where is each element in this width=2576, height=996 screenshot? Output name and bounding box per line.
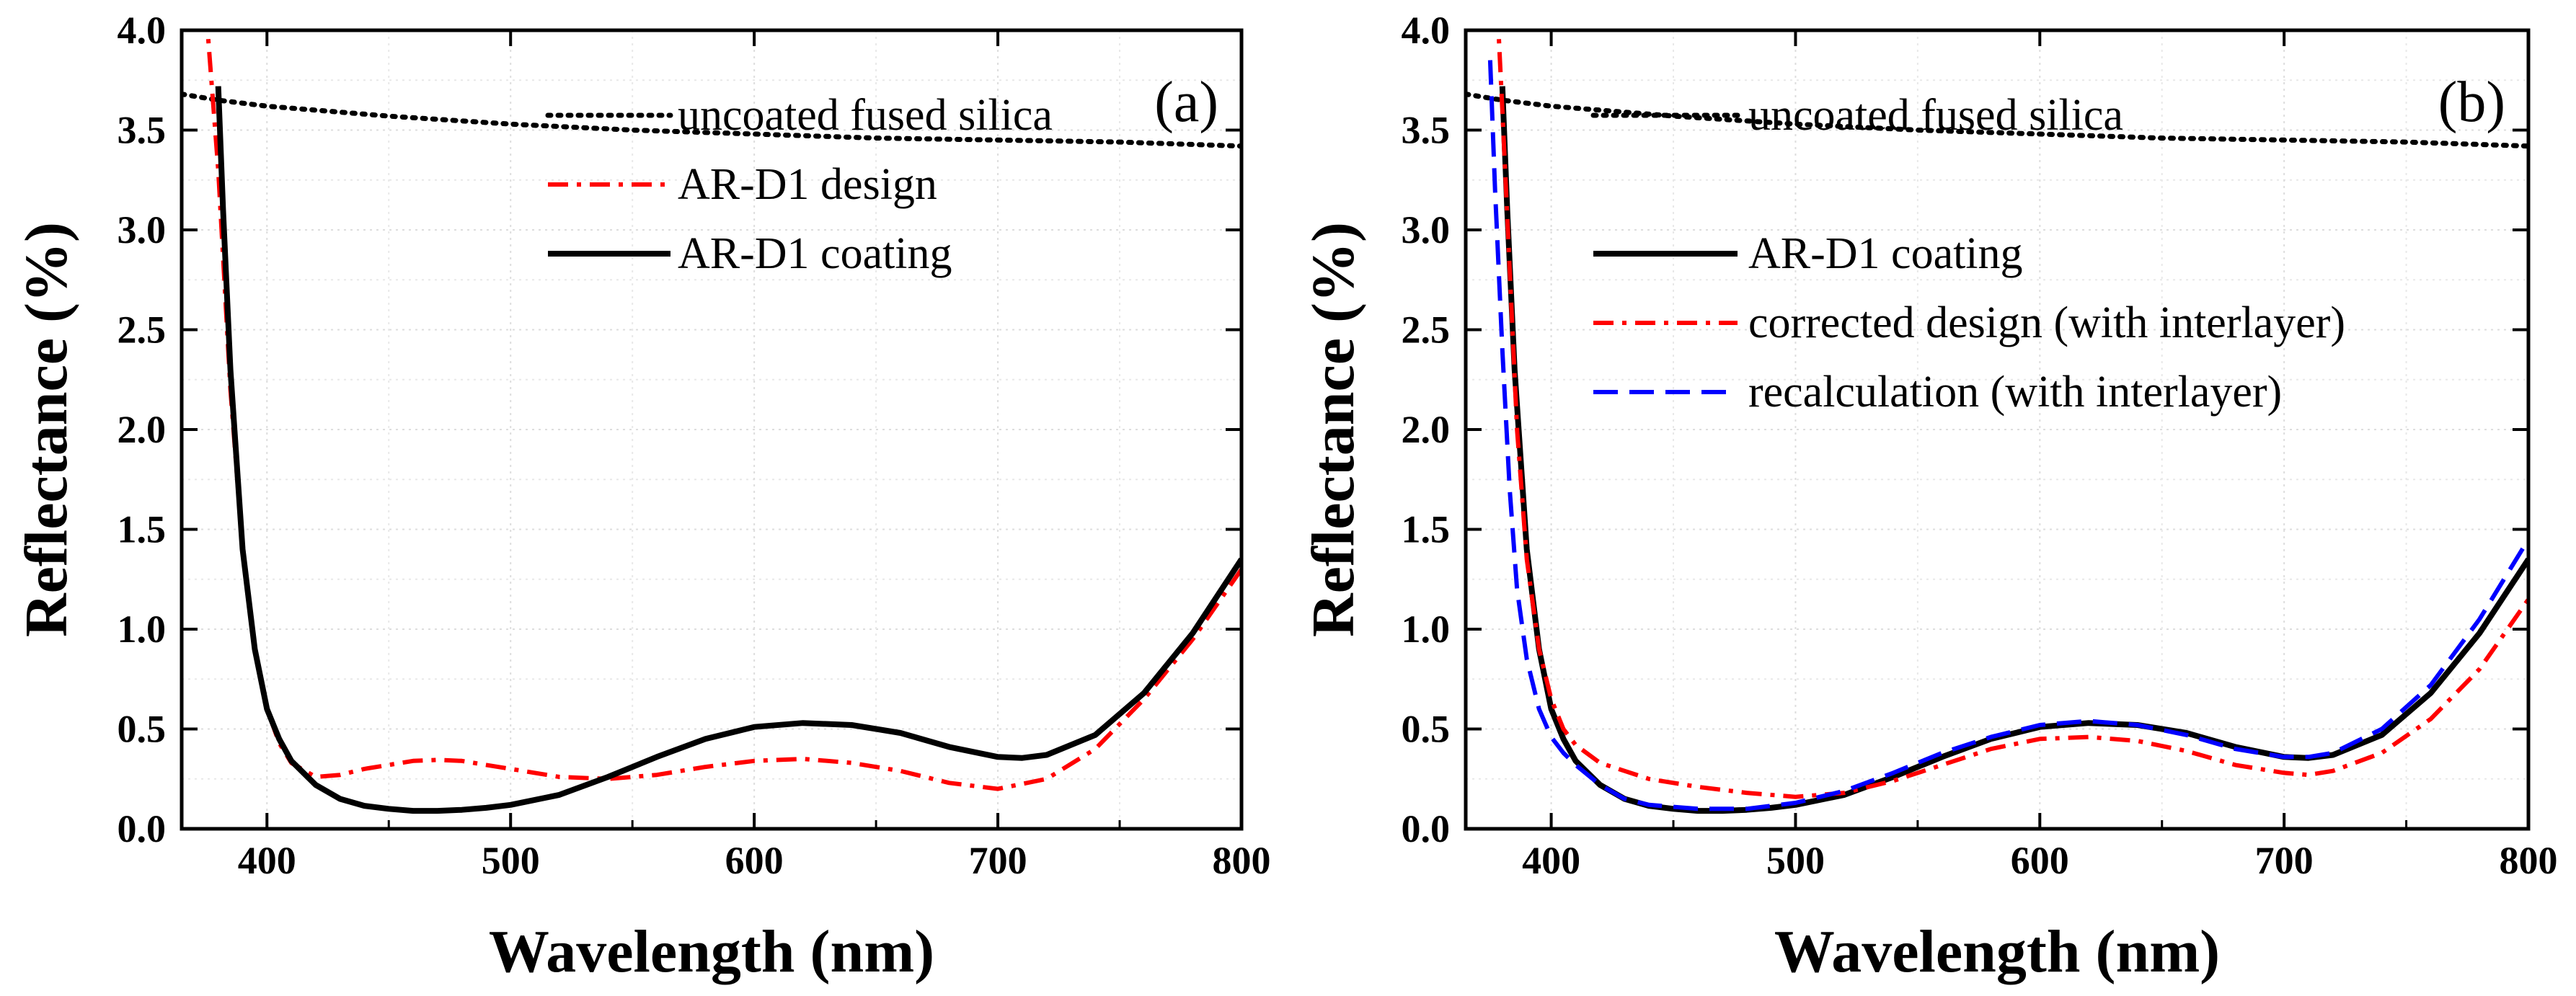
panel-b-grid	[1466, 30, 2529, 830]
panel-a-series-uncoated-fused-silica	[182, 92, 1241, 149]
panel-b-y-axis-title: Reflectance (%)	[1300, 222, 1367, 637]
panel-a-grid	[182, 30, 1242, 830]
panel-b-series	[1466, 30, 2528, 814]
panel-b-series-ar-d1-coating	[1499, 86, 2528, 814]
panel-a-legend-label: uncoated fused silica	[678, 91, 1053, 140]
panel-b-y-tick-label: 4.0	[1402, 9, 1451, 52]
panel-a-y-tick-label: 4.0	[118, 9, 167, 52]
panel-b-series-corrected-design-with-interlayer	[1496, 30, 2528, 799]
panel-b-y-tick-label: 3.5	[1402, 109, 1451, 152]
panel-b-y-tick-label: 1.5	[1402, 508, 1451, 551]
panel-b-label: (b)	[2438, 71, 2505, 134]
panel-b-y-tick-label: 0.0	[1402, 807, 1451, 850]
panel-b-y-tick-label: 0.5	[1402, 708, 1451, 751]
panel-a: 0.0 0.5 1.0 1.5 2.0 2.5 3.0 3.5 4.0 400 500 600 700 8…	[13, 9, 1271, 985]
panel-b-legend-label: uncoated fused silica	[1748, 91, 2123, 140]
panel-a-x-axis-title: Wavelength (nm)	[489, 918, 934, 985]
panel-a-series	[182, 30, 1241, 814]
panel-a-y-tick-label: 3.5	[118, 109, 167, 152]
panel-a-frame	[180, 28, 1244, 831]
panel-a-y-tick-label: 0.0	[118, 807, 167, 850]
panel-b-y-tick-label: 2.0	[1402, 408, 1451, 451]
panel-a-y-tick-label: 0.5	[118, 708, 167, 751]
panel-a-x-tick-label: 800	[1213, 839, 1271, 882]
panel-b-legend-label: corrected design (with interlayer)	[1748, 298, 2345, 347]
panel-a-x-tick-label: 500	[482, 839, 540, 882]
panel-b-x-tick-label: 500	[1766, 839, 1825, 882]
panel-a-x-tick-label: 400	[238, 839, 296, 882]
panel-b-y-tick-label: 1.0	[1402, 608, 1451, 651]
panel-b-y-tick-label: 2.5	[1402, 308, 1451, 352]
panel-b-legend: uncoated fused silica AR-D1 coating correc…	[1590, 91, 2345, 417]
panel-a-legend-label: AR-D1 design	[678, 160, 937, 209]
panel-b-ticks: 0.0 0.5 1.0 1.5 2.0 2.5 3.0 3.5 4.0 400 500 600 700 8…	[1402, 9, 2558, 882]
panel-b-legend-label: AR-D1 coating	[1748, 229, 2023, 278]
panel-a-y-tick-label: 1.0	[118, 608, 167, 651]
panel-a-y-tick-label: 1.5	[118, 508, 167, 551]
panel-a-series-ar-d1-coating	[215, 86, 1241, 814]
panel-b-x-tick-label: 800	[2500, 839, 2558, 882]
panel-a-y-tick-label: 2.0	[118, 408, 167, 451]
panel-a-legend: uncoated fused silica AR-D1 design AR-D1 c…	[545, 91, 1053, 278]
panel-a-legend-label: AR-D1 coating	[678, 229, 952, 278]
panel-b-series-uncoated-fused-silica	[1466, 92, 2528, 149]
panel-a-y-tick-label: 3.0	[118, 208, 167, 252]
panel-b-x-tick-label: 400	[1522, 839, 1580, 882]
panel-b-y-tick-label: 3.0	[1402, 208, 1451, 252]
panel-a-y-axis-title: Reflectance (%)	[13, 222, 80, 637]
panel-a-y-tick-label: 2.5	[118, 308, 167, 352]
panel-b-x-tick-label: 600	[2011, 839, 2069, 882]
panel-b-series-recalculation-with-interlayer	[1487, 60, 2528, 812]
panel-b-x-tick-label: 700	[2255, 839, 2314, 882]
panel-b: 0.0 0.5 1.0 1.5 2.0 2.5 3.0 3.5 4.0 400 500 600 700 8…	[1300, 9, 2558, 985]
panel-a-series-ar-d1-design	[205, 30, 1241, 791]
panel-a-label: (a)	[1154, 71, 1218, 134]
panel-a-ticks: 0.0 0.5 1.0 1.5 2.0 2.5 3.0 3.5 4.0 400 500 600 700 8…	[118, 9, 1271, 882]
panel-b-x-axis-title: Wavelength (nm)	[1774, 918, 2220, 985]
panel-a-x-tick-label: 600	[725, 839, 784, 882]
panel-a-x-tick-label: 700	[969, 839, 1027, 882]
panel-b-legend-label: recalculation (with interlayer)	[1748, 368, 2282, 417]
